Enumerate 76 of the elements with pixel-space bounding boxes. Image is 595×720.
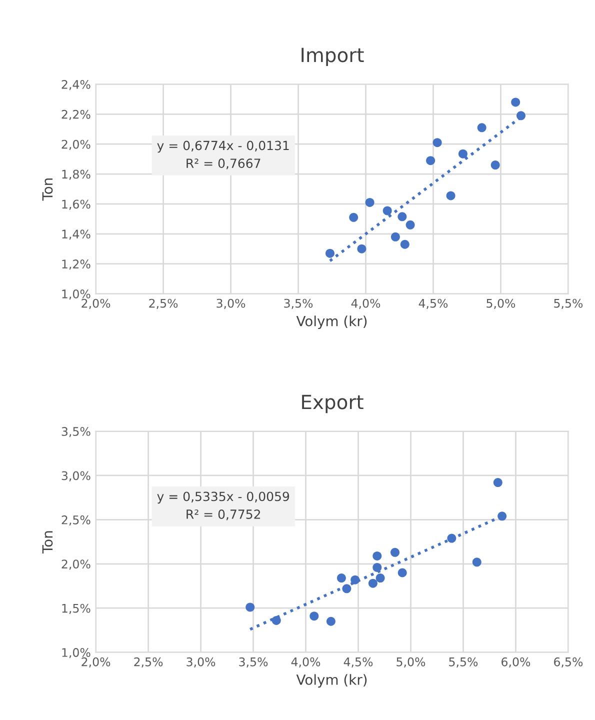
y-axis-title: Ton: [42, 178, 53, 201]
x-tick-label: 2,0%: [82, 298, 110, 309]
point: [365, 198, 374, 207]
point: [326, 616, 336, 626]
chart-title: Export: [302, 394, 364, 414]
x-tick-label: 3,0%: [216, 298, 246, 309]
x-tick-label: 3,5%: [284, 298, 313, 309]
point: [368, 578, 378, 588]
x-tick-label: 5,0%: [486, 298, 516, 309]
y-tick-label: 2,0%: [62, 560, 90, 570]
y-tick-label: 3,0%: [62, 471, 90, 482]
annotation: R² = 0,7752: [186, 510, 260, 520]
x-axis-title: Volym (kr): [296, 674, 367, 688]
point: [382, 206, 392, 216]
point: [357, 244, 366, 254]
point: [477, 123, 486, 132]
y-tick-label: 1,0%: [62, 289, 90, 300]
point: [349, 212, 358, 222]
x-tick-label: 3,5%: [239, 657, 268, 668]
point: [342, 584, 352, 594]
x-tick-label: 5,5%: [449, 657, 478, 668]
point: [516, 111, 526, 120]
point: [390, 548, 400, 557]
point: [447, 534, 456, 543]
point: [406, 220, 415, 230]
x-tick-label: 4,5%: [418, 298, 448, 309]
annotation: R² = 0,7667: [186, 158, 260, 170]
point: [325, 248, 334, 258]
x-tick-label: 4,5%: [344, 657, 373, 668]
point: [246, 602, 255, 612]
point: [350, 575, 360, 584]
point: [432, 138, 442, 148]
annotation: y = 0,6774x - 0,0131: [157, 140, 289, 153]
y-axis-title: Ton: [42, 531, 53, 554]
y-tick-label: 1,6%: [62, 200, 90, 210]
point: [398, 568, 407, 578]
point: [400, 240, 410, 249]
x-tick-label: 6,0%: [502, 657, 530, 668]
point: [372, 562, 382, 572]
x-tick-label: 2,5%: [134, 657, 163, 668]
y-tick-label: 2,2%: [62, 110, 90, 120]
x-axis-title: Volym (kr): [296, 316, 367, 330]
x-tick-label: 6,5%: [554, 657, 583, 668]
point: [490, 160, 500, 170]
y-tick-label: 1,4%: [62, 230, 90, 240]
y-tick-label: 3,5%: [62, 427, 90, 438]
point: [376, 574, 385, 583]
point: [511, 98, 520, 107]
x-tick-label: 5,0%: [396, 657, 426, 668]
point: [272, 616, 281, 625]
y-tick-label: 1,5%: [62, 604, 90, 614]
x-tick-label: 2,5%: [149, 298, 178, 309]
point: [336, 574, 346, 583]
x-tick-label: 4,0%: [291, 657, 320, 668]
annotation: y = 0,5335x - 0,0059: [157, 492, 290, 504]
point: [446, 191, 456, 200]
x-tick-label: 4,0%: [351, 298, 380, 309]
point: [493, 478, 502, 488]
point: [390, 232, 400, 242]
y-tick-label: 1,8%: [62, 170, 90, 180]
point: [398, 212, 407, 222]
point: [472, 558, 482, 567]
y-tick-label: 2,0%: [62, 140, 90, 150]
point: [426, 156, 436, 166]
chart-title: Import: [302, 48, 364, 66]
x-tick-label: 5,5%: [554, 298, 583, 309]
y-tick-label: 2,5%: [62, 515, 90, 526]
point: [498, 512, 507, 521]
point: [372, 551, 382, 560]
x-tick-label: 3,0%: [186, 657, 216, 668]
y-tick-label: 1,2%: [62, 260, 90, 270]
y-tick-label: 1,0%: [62, 648, 90, 658]
point: [310, 612, 319, 621]
point: [458, 149, 468, 158]
y-tick-label: 2,4%: [62, 80, 90, 90]
x-tick-label: 2,0%: [82, 657, 110, 668]
